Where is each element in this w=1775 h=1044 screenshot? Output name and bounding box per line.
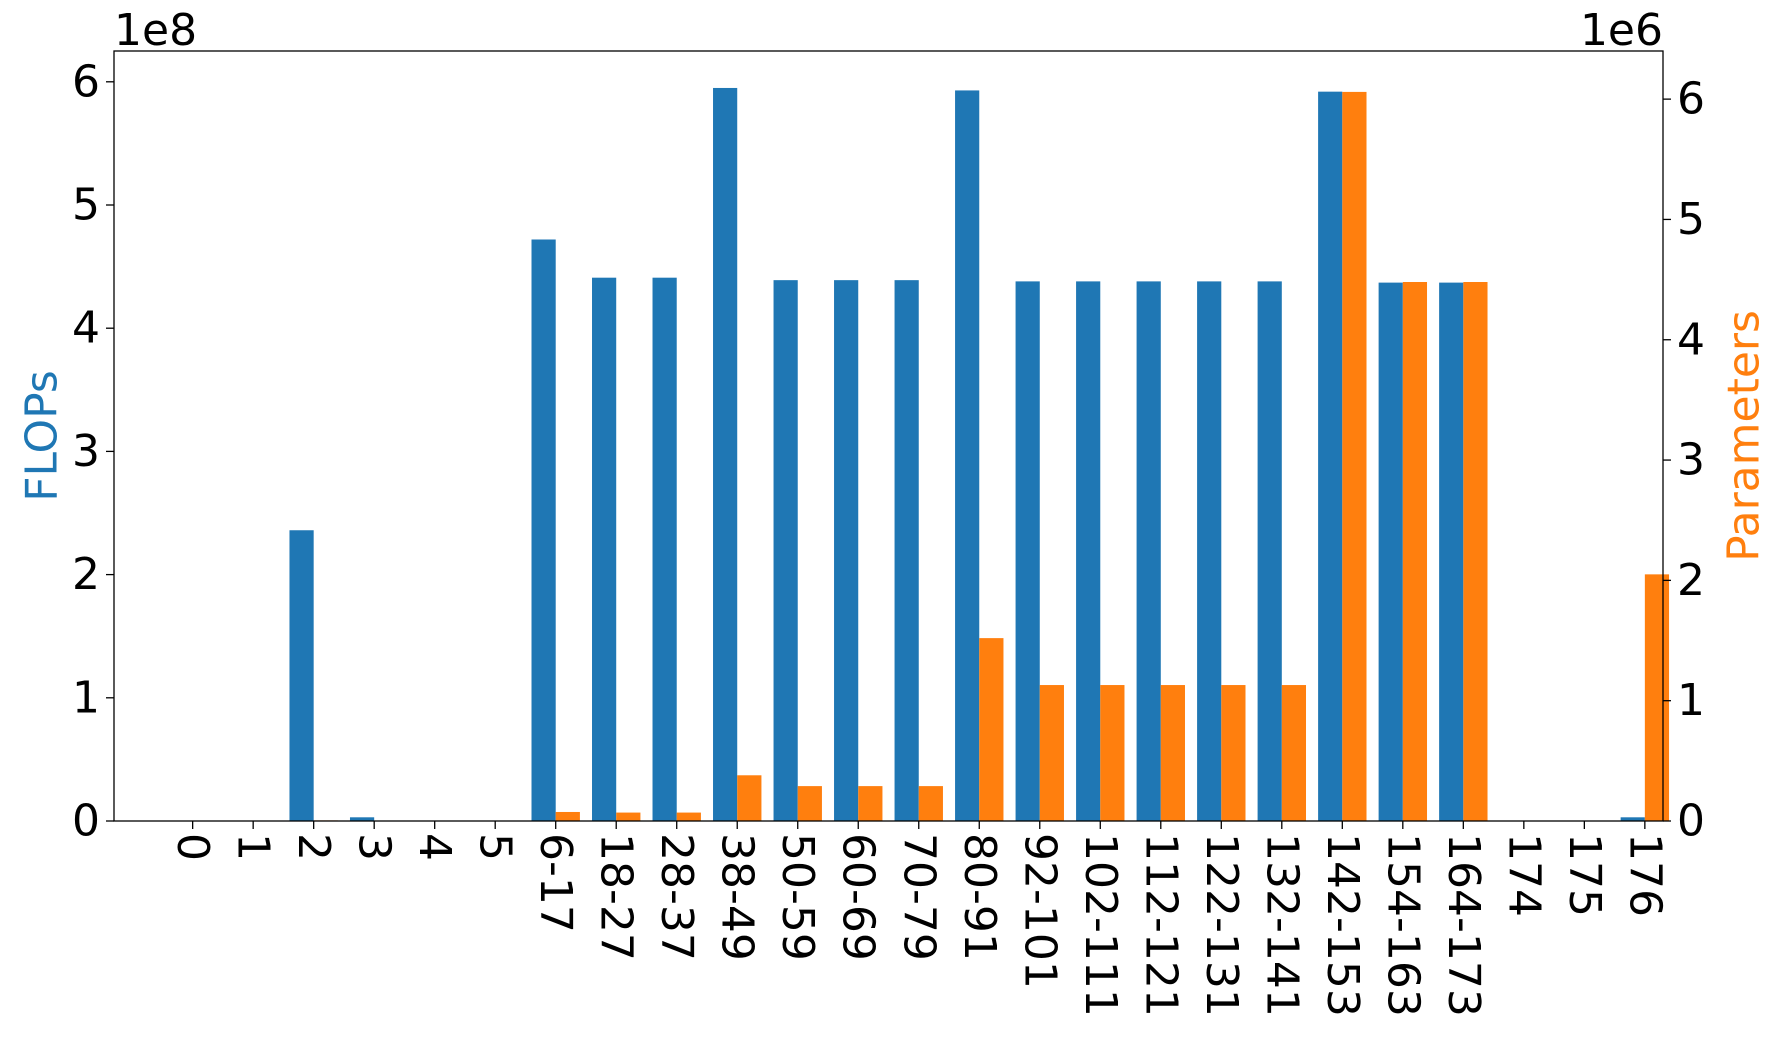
x-tick-label: 174 — [1498, 833, 1549, 917]
x-axis: 0 1 2 3 4 5 6-17 18-27 28-37 38-49 50-59 60-69 70-79… — [167, 821, 1670, 1017]
flops-bar — [531, 239, 556, 822]
parameters-bar — [797, 786, 822, 821]
flops-bar — [894, 280, 919, 822]
flops-bar — [955, 90, 980, 821]
left-y-tick-label: 0 — [72, 796, 100, 847]
right-y-tick-label: 2 — [1677, 555, 1705, 606]
left-y-axis: 0 1 2 3 4 5 6 — [72, 56, 114, 847]
x-tick-label: 112-121 — [1135, 833, 1186, 1017]
parameters-bar — [1402, 282, 1428, 821]
parameters-bar — [1100, 685, 1125, 821]
x-tick-label: 60-69 — [833, 833, 884, 961]
right-y-axis: 0 1 2 3 4 5 6 — [1663, 74, 1705, 847]
parameters-bar — [1160, 685, 1185, 821]
parameters-bar — [1039, 685, 1064, 821]
flops-bar — [1318, 91, 1343, 821]
right-y-tick-label: 0 — [1677, 796, 1705, 847]
x-tick-label: 1 — [228, 833, 279, 861]
x-tick-label: 5 — [470, 833, 521, 861]
flops-bar — [652, 277, 677, 821]
x-tick-label: 4 — [409, 833, 460, 861]
parameters-bar — [1281, 685, 1307, 821]
x-tick-label: 3 — [349, 833, 400, 861]
x-tick-label: 102-111 — [1075, 833, 1126, 1017]
x-tick-label: 176 — [1619, 833, 1670, 917]
right-axis-offset-label: 1e6 — [1580, 5, 1663, 56]
x-tick-label: 92-101 — [1014, 833, 1065, 989]
flops-bar — [1620, 817, 1645, 821]
x-tick-label: 175 — [1559, 833, 1610, 917]
right-y-axis-label: Parameters — [1719, 310, 1770, 562]
left-axis-offset-label: 1e8 — [114, 5, 197, 56]
left-y-tick-label: 1 — [72, 672, 100, 723]
parameters-bar — [676, 812, 701, 821]
left-y-tick-label: 2 — [72, 549, 100, 600]
right-y-tick-label: 1 — [1677, 675, 1705, 726]
flops-bar — [289, 530, 314, 821]
x-tick-label: 154-163 — [1377, 833, 1428, 1017]
parameters-bar — [918, 786, 943, 821]
flops-bar — [349, 817, 375, 821]
flops-bar — [1136, 281, 1161, 821]
flops-bar — [1257, 281, 1282, 821]
x-tick-label: 132-141 — [1256, 833, 1307, 1017]
x-tick-label: 164-173 — [1438, 833, 1489, 1017]
plot-frame — [113, 50, 1664, 822]
parameters-bar — [1342, 91, 1367, 821]
x-tick-label: 50-59 — [772, 833, 823, 961]
flops-bar — [713, 87, 738, 821]
bars-layer — [289, 87, 1670, 822]
flops-bar — [1076, 281, 1101, 821]
parameters-bar — [1463, 282, 1488, 821]
parameters-bar — [616, 812, 641, 821]
parameters-bar — [1221, 685, 1246, 821]
x-tick-label: 38-49 — [712, 833, 763, 961]
right-y-tick-label: 3 — [1677, 435, 1705, 486]
flops-bar — [773, 280, 798, 822]
right-y-tick-label: 4 — [1677, 314, 1705, 365]
x-tick-label: 142-153 — [1317, 833, 1368, 1017]
right-y-tick-label: 6 — [1677, 74, 1705, 125]
x-tick-label: 18-27 — [591, 833, 642, 961]
parameters-bar — [555, 811, 580, 821]
left-y-tick-label: 4 — [72, 303, 100, 354]
flops-bar — [1015, 281, 1040, 821]
left-y-tick-label: 6 — [72, 56, 100, 107]
left-y-axis-label: FLOPs — [17, 370, 68, 502]
parameters-bar — [737, 775, 762, 821]
flops-bar — [592, 277, 617, 821]
left-y-tick-label: 3 — [72, 426, 100, 477]
x-tick-label: 122-131 — [1196, 833, 1247, 1017]
x-tick-label: 2 — [288, 833, 339, 861]
flops-bar — [1378, 282, 1403, 822]
x-tick-label: 70-79 — [893, 833, 944, 961]
left-y-tick-label: 5 — [72, 180, 100, 231]
parameters-bar — [858, 786, 883, 821]
x-tick-label: 28-37 — [651, 833, 702, 961]
x-tick-label: 0 — [167, 833, 218, 861]
flops-bar — [1439, 282, 1464, 822]
right-y-tick-label: 5 — [1677, 194, 1705, 245]
parameters-bar — [979, 638, 1004, 821]
flops-bar — [1197, 281, 1222, 821]
x-tick-label: 80-91 — [954, 833, 1005, 961]
x-tick-label: 6-17 — [530, 833, 581, 933]
flops-bar — [834, 280, 859, 822]
parameters-bar — [1644, 574, 1670, 821]
